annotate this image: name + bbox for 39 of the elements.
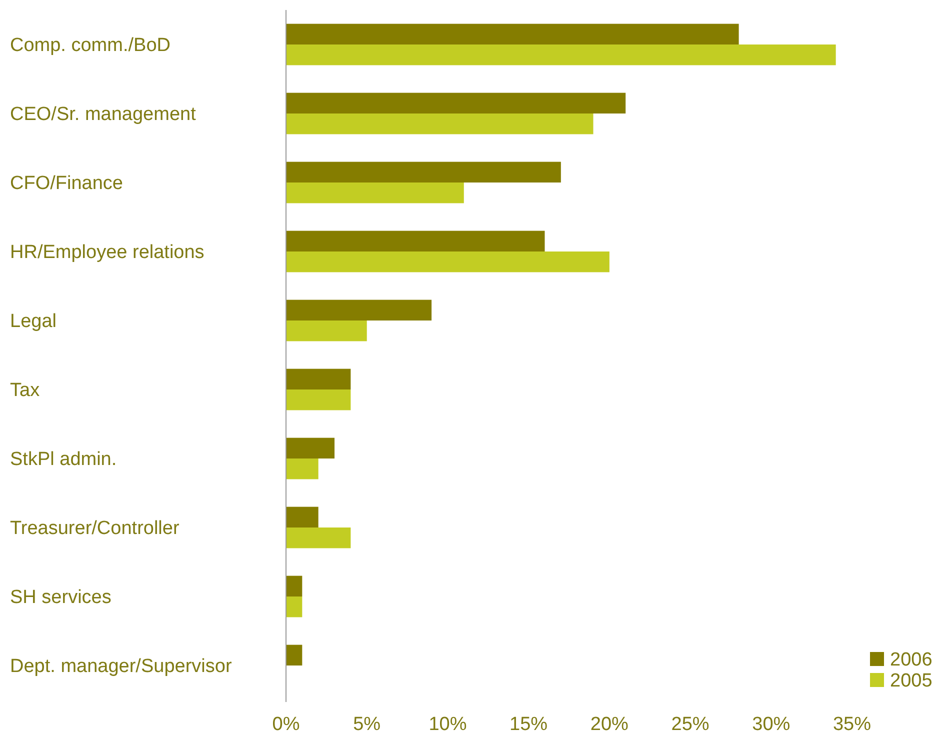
x-tick-label: 0%	[272, 714, 300, 735]
bar	[286, 92, 626, 114]
x-tick-label: 10%	[428, 714, 467, 735]
y-tick-label: SH services	[10, 587, 112, 608]
y-tick-label: Dept. manager/Supervisor	[10, 656, 232, 678]
bar	[286, 438, 335, 458]
legend-label: 2006	[890, 650, 932, 671]
bar	[286, 528, 351, 548]
x-tick-label: 20%	[590, 714, 629, 735]
x-tick-label: 5%	[353, 714, 381, 735]
y-tick-label: CFO/Finance	[10, 173, 123, 194]
bar	[286, 320, 367, 342]
bar	[286, 458, 318, 480]
bar	[286, 162, 561, 182]
bar	[286, 644, 302, 666]
bar	[286, 182, 464, 204]
x-tick-label: 25%	[671, 714, 710, 735]
bar	[286, 596, 302, 618]
x-tick-label: 15%	[510, 714, 548, 735]
bar	[286, 506, 318, 528]
x-tick-label: 30%	[752, 714, 790, 735]
y-tick-label: CEO/Sr. management	[10, 104, 197, 126]
bar	[286, 252, 610, 272]
legend-label: 2005	[890, 670, 932, 692]
bar	[286, 44, 836, 66]
x-tick-label: 35%	[832, 714, 872, 735]
bar	[286, 230, 545, 252]
bar	[286, 390, 351, 410]
y-tick-label: Comp. comm./BoD	[10, 35, 170, 56]
y-tick-label: Tax	[10, 380, 40, 402]
bar	[286, 368, 351, 390]
y-tick-label: Legal	[10, 311, 56, 332]
y-tick-label: HR/Employee relations	[10, 242, 204, 264]
bar	[286, 300, 432, 320]
bar	[286, 24, 739, 44]
bar	[286, 576, 302, 596]
y-tick-label: StkPl admin.	[10, 449, 117, 470]
y-tick-label: Treasurer/Controller	[10, 518, 180, 540]
bar	[286, 114, 594, 134]
